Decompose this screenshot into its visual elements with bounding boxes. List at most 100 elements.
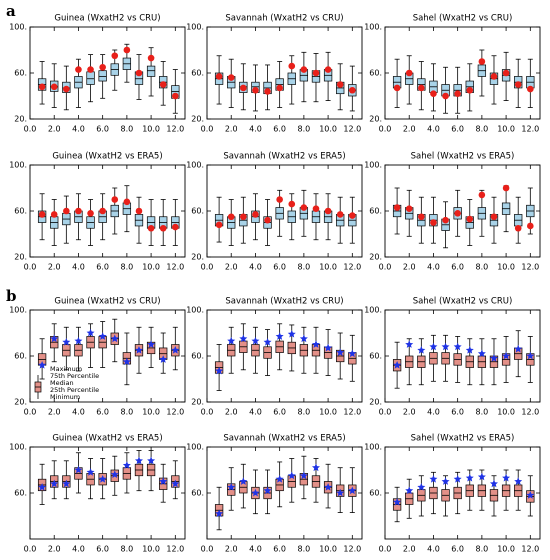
- marker-dot: [75, 66, 82, 73]
- x-tick-label: 0.0: [24, 263, 37, 272]
- y-tick-label: 20.: [369, 115, 382, 124]
- y-tick-label: 100.: [9, 161, 27, 170]
- marker-dot: [50, 83, 58, 91]
- x-tick-label: 12.0: [343, 408, 361, 417]
- x-tick-label: 0.0: [201, 408, 214, 417]
- marker-star: [526, 351, 535, 360]
- marker-star: [324, 483, 333, 491]
- x-tick-label: 8.0: [121, 125, 134, 134]
- marker-star: [263, 486, 272, 495]
- marker-star: [441, 477, 450, 485]
- marker-dot: [227, 213, 235, 221]
- marker-star: [62, 338, 71, 346]
- x-tick-label: 6.0: [451, 263, 464, 272]
- marker-dot: [442, 216, 449, 224]
- marker-star: [465, 346, 474, 354]
- y-tick-label: 60.: [369, 489, 382, 498]
- marker-dot: [147, 54, 155, 62]
- x-tick-label: 8.0: [298, 408, 311, 417]
- marker-dot: [349, 86, 356, 94]
- x-tick-label: 0.0: [24, 545, 37, 554]
- x-tick-label: 12.0: [343, 125, 361, 134]
- marker-star: [50, 334, 59, 343]
- marker-star: [514, 477, 523, 485]
- x-tick-label: 0.0: [379, 263, 392, 272]
- marker-dot: [300, 66, 308, 73]
- chart-title: Sahel (WxatH2 vs CRU): [413, 297, 513, 307]
- panel-label: a: [6, 2, 16, 20]
- y-tick-label: 60.: [14, 489, 27, 498]
- marker-star: [429, 475, 438, 483]
- marker-dot: [405, 69, 413, 77]
- marker-dot: [87, 66, 94, 73]
- x-tick-label: 4.0: [249, 408, 262, 417]
- marker-dot: [349, 212, 356, 219]
- marker-dot: [336, 211, 344, 218]
- marker-dot: [75, 207, 82, 215]
- plot-frame: [206, 309, 363, 403]
- y-tick-label: 60.: [14, 69, 27, 78]
- x-tick-label: 0.0: [24, 408, 37, 417]
- x-tick-label: 8.0: [298, 545, 311, 554]
- marker-star: [275, 475, 284, 483]
- marker-star: [98, 332, 107, 340]
- marker-dot: [336, 81, 344, 88]
- y-tick-label: 60.: [14, 207, 27, 216]
- marker-star: [311, 463, 320, 472]
- marker-dot: [466, 215, 474, 223]
- plot-frame: [206, 446, 363, 540]
- marker-dot: [502, 69, 510, 77]
- marker-star: [477, 472, 486, 481]
- marker-dot: [418, 84, 425, 92]
- x-tick-label: 10.0: [142, 545, 160, 554]
- marker-star: [147, 456, 156, 465]
- chart-title: Guinea (WxatH2 vs CRU): [54, 297, 160, 307]
- plot-frame: [384, 309, 541, 403]
- x-tick-label: 8.0: [121, 408, 134, 417]
- y-tick-label: 60.: [369, 69, 382, 78]
- x-tick-label: 4.0: [427, 125, 440, 134]
- x-tick-label: 6.0: [96, 263, 109, 272]
- y-tick-label: 60.: [191, 207, 204, 216]
- y-tick-label: 100.: [364, 306, 382, 315]
- marker-star: [502, 473, 511, 482]
- marker-dot: [227, 74, 235, 81]
- marker-dot: [393, 204, 401, 211]
- marker-star: [110, 470, 119, 478]
- marker-star: [336, 348, 345, 356]
- x-tick-label: 4.0: [249, 545, 262, 554]
- marker-star: [86, 328, 95, 337]
- marker-star: [348, 486, 357, 495]
- x-tick-label: 10.0: [319, 263, 337, 272]
- marker-dot: [324, 207, 332, 215]
- chart-title: Savannah (WxatH2 vs ERA5): [223, 434, 345, 444]
- box: [98, 70, 107, 82]
- marker-star: [324, 343, 333, 352]
- marker-star: [417, 483, 426, 491]
- marker-star: [110, 334, 119, 343]
- plot-frame: [29, 26, 186, 120]
- legend-label: 25th Percentile: [50, 386, 99, 394]
- marker-dot: [466, 86, 474, 94]
- marker-star: [489, 354, 498, 362]
- x-tick-label: 10.0: [142, 263, 160, 272]
- marker-dot: [454, 210, 461, 217]
- marker-star: [393, 361, 402, 369]
- marker-star: [417, 346, 426, 354]
- chart-title: Savannah (WxatH2 vs CRU): [225, 14, 343, 24]
- marker-dot: [264, 216, 271, 224]
- x-tick-label: 8.0: [298, 125, 311, 134]
- x-tick-label: 4.0: [427, 408, 440, 417]
- x-tick-label: 6.0: [273, 125, 286, 134]
- marker-star: [74, 465, 83, 474]
- x-tick-label: 10.0: [142, 408, 160, 417]
- marker-dot: [159, 81, 167, 88]
- marker-star: [227, 336, 236, 345]
- plot-frame: [206, 26, 363, 120]
- legend-label: Median: [50, 379, 74, 387]
- x-tick-label: 2.0: [225, 263, 238, 272]
- legend-label: Minimum: [50, 393, 80, 401]
- marker-dot: [87, 210, 94, 217]
- marker-dot: [215, 221, 223, 229]
- x-tick-label: 2.0: [225, 408, 238, 417]
